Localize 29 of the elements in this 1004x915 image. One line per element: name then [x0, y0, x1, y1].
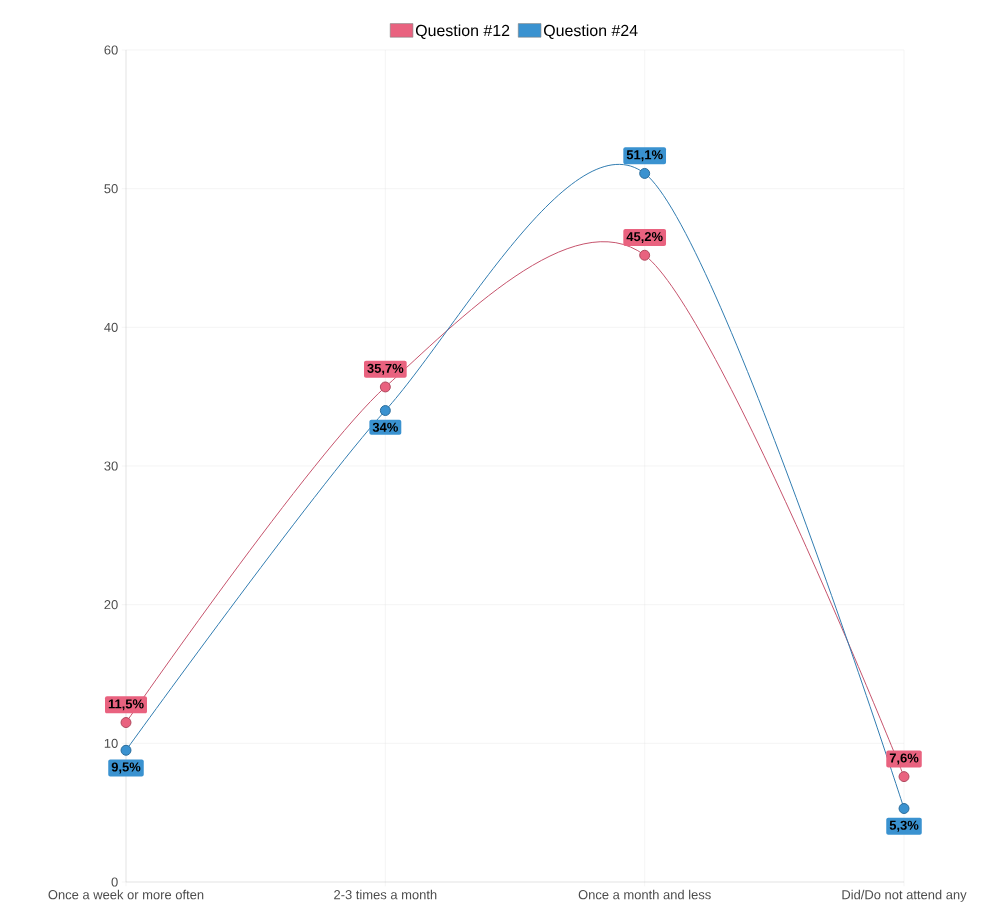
y-tick-label: 50	[104, 184, 118, 194]
x-tick-label: Once a month and less	[578, 889, 711, 900]
y-tick-label: 60	[104, 45, 118, 55]
x-tick-label: Once a week or more often	[48, 889, 204, 900]
y-tick-label: 40	[104, 322, 118, 332]
data-label: 7,6%	[889, 753, 919, 765]
legend-label: Question #24	[544, 24, 638, 40]
point	[639, 167, 651, 179]
point	[639, 249, 651, 261]
data-label: 11,5%	[108, 699, 144, 711]
data-label: 45,2%	[626, 232, 663, 244]
y-tick-label: 20	[104, 600, 118, 610]
data-label: 51,1%	[626, 150, 663, 162]
data-label: 34%	[372, 422, 398, 432]
y-tick-label: 0	[111, 877, 118, 887]
data-label: 5,3%	[889, 820, 919, 832]
x-tick-label: Did/Do not attend any	[842, 889, 967, 902]
x-tick-label: 2-3 times a month	[334, 889, 437, 900]
point	[379, 381, 391, 393]
y-tick-label: 30	[104, 461, 118, 471]
point	[898, 803, 910, 814]
data-label: 35,7%	[367, 363, 404, 375]
y-tick-label: 10	[104, 738, 118, 748]
point	[120, 744, 132, 756]
data-label: 9,5%	[111, 762, 141, 774]
point	[379, 405, 391, 417]
point	[898, 771, 910, 783]
point	[120, 717, 132, 729]
legend-label: Question #12	[415, 24, 510, 40]
